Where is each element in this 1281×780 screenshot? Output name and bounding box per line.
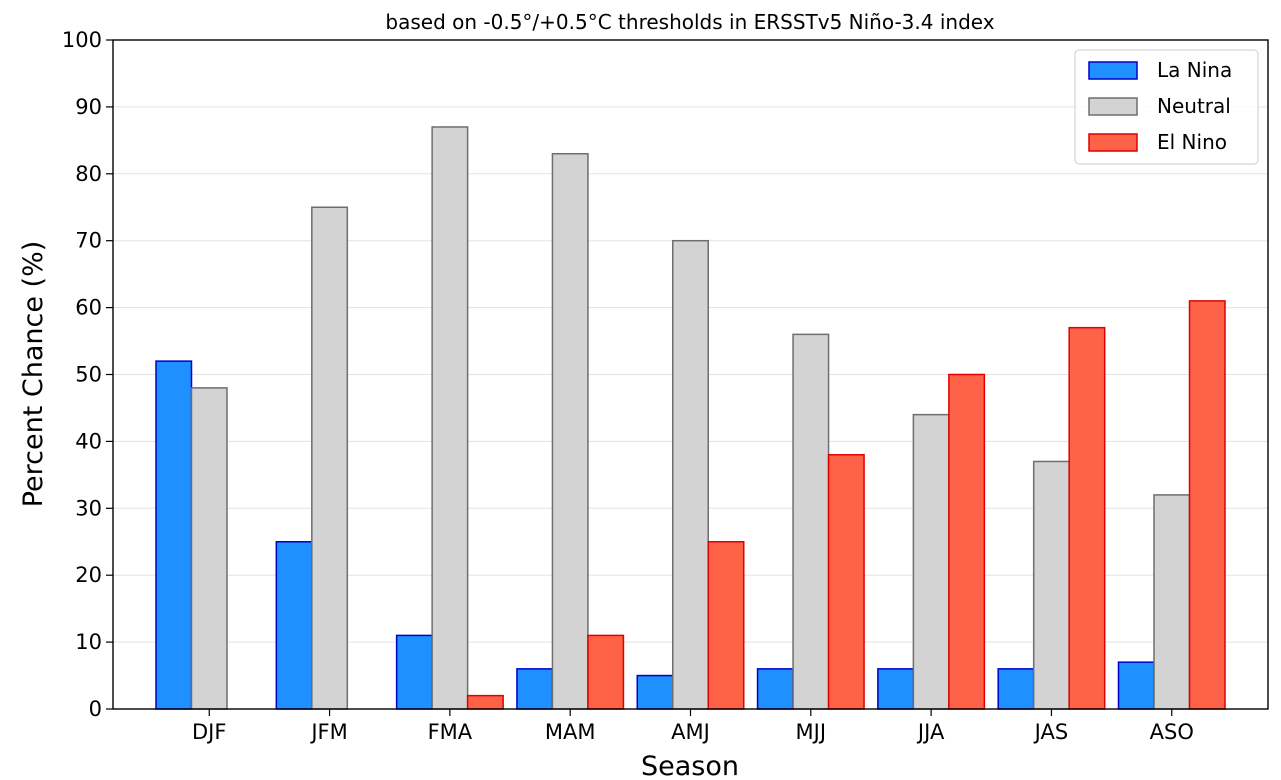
x-tick-label: JJA <box>916 720 945 744</box>
bar-la-nina-mjj <box>756 668 794 710</box>
bar-la-nina-jfm <box>275 541 313 710</box>
legend-label-el-nino: El Nino <box>1157 130 1227 154</box>
x-tick-label: JFM <box>309 720 347 744</box>
bar-la-nina-aso <box>1117 661 1155 710</box>
y-tick-label: 40 <box>75 429 102 453</box>
bar-neutral-aso <box>1153 494 1191 710</box>
legend: La Nina Neutral El Nino <box>1074 49 1259 165</box>
legend-label-la-nina: La Nina <box>1157 58 1232 82</box>
legend-swatch-neutral <box>1088 97 1138 116</box>
bar-neutral-fma <box>431 126 469 710</box>
bar-neutral-djf <box>190 387 228 710</box>
y-tick-label: 30 <box>75 496 102 520</box>
bar-neutral-jas <box>1032 460 1070 710</box>
bar-el-nino-aso <box>1188 300 1226 710</box>
y-tick-label: 10 <box>75 630 102 654</box>
y-tick-label: 80 <box>75 162 102 186</box>
y-tick-label: 70 <box>75 229 102 253</box>
y-tick-label: 60 <box>75 296 102 320</box>
y-tick-label: 100 <box>62 28 102 52</box>
x-tick-label: DJF <box>192 720 226 744</box>
legend-swatch-el-nino <box>1088 133 1138 152</box>
x-tick-label: ASO <box>1150 720 1194 744</box>
x-tick-label: FMA <box>428 720 473 744</box>
bar-la-nina-mam <box>516 668 554 710</box>
bar-el-nino-jja <box>948 373 986 710</box>
bar-neutral-amj <box>672 239 709 710</box>
bar-neutral-jfm <box>311 206 349 710</box>
x-tick-label: MJJ <box>796 720 827 744</box>
bar-el-nino-mam <box>587 634 625 710</box>
y-tick-label: 90 <box>75 95 102 119</box>
chart-title: based on -0.5°/+0.5°C thresholds in ERSS… <box>385 10 994 34</box>
bars <box>155 126 1226 710</box>
y-tick-label: 20 <box>75 563 102 587</box>
x-tick-label: MAM <box>545 720 596 744</box>
y-axis-title: Percent Chance (%) <box>18 241 49 508</box>
legend-swatch-la-nina <box>1088 61 1138 80</box>
bar-la-nina-fma <box>395 634 433 710</box>
legend-label-neutral: Neutral <box>1157 94 1231 118</box>
y-tick-label: 0 <box>89 697 102 721</box>
bar-neutral-jja <box>912 413 950 710</box>
y-tick-label: 50 <box>75 363 102 387</box>
bar-la-nina-djf <box>155 360 193 710</box>
bar-el-nino-mjj <box>827 454 865 710</box>
bar-neutral-mam <box>551 152 589 710</box>
bar-la-nina-jas <box>997 668 1035 710</box>
x-tick-label: JAS <box>1033 720 1069 744</box>
x-tick-label: AMJ <box>671 720 710 744</box>
bar-la-nina-amj <box>636 674 674 710</box>
bar-la-nina-jja <box>877 668 915 710</box>
bar-neutral-mjj <box>792 333 830 710</box>
bar-el-nino-fma <box>466 694 504 710</box>
ticks: 0 10 20 30 40 50 60 70 80 90 100 DJF JFM FMA MAM AMJ MJJ… <box>62 28 1194 744</box>
bar-el-nino-amj <box>707 541 745 710</box>
bar-el-nino-jas <box>1068 326 1106 710</box>
x-axis-title: Season <box>641 751 739 780</box>
